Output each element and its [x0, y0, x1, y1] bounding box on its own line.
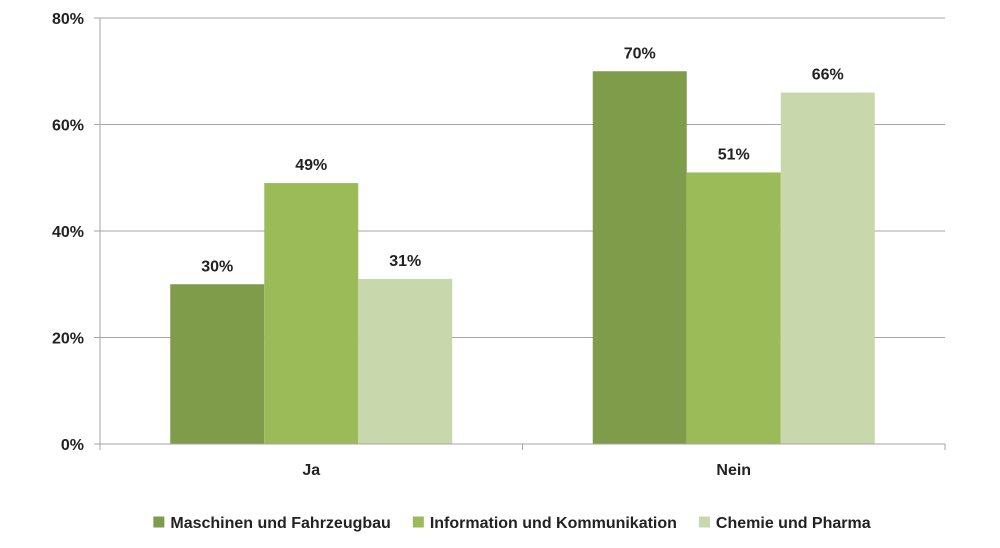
- y-tick-label: 20%: [52, 331, 84, 348]
- y-tick-label: 80%: [52, 11, 84, 28]
- data-label: 66%: [812, 67, 844, 84]
- data-label: 30%: [201, 258, 233, 275]
- data-label: 31%: [389, 253, 421, 270]
- bar: [358, 278, 453, 444]
- x-category-label: Nein: [716, 462, 751, 479]
- data-labels: 30% 49% 31% 70% 51% 66%: [201, 45, 844, 275]
- bars: [170, 71, 875, 445]
- legend-label: Chemie und Pharma: [716, 515, 871, 532]
- bar: [170, 284, 265, 444]
- axes: [99, 18, 946, 450]
- data-label: 49%: [295, 157, 327, 174]
- y-tick-label: 40%: [52, 224, 84, 241]
- y-tick-label: 60%: [52, 118, 84, 135]
- legend-label: Maschinen und Fahrzeugbau: [170, 515, 390, 532]
- x-axis-categories: Ja Nein: [302, 462, 751, 479]
- legend-label: Information und Kommunikation: [430, 515, 677, 532]
- bar: [686, 172, 781, 445]
- legend-swatch: [698, 516, 710, 528]
- bar: [264, 183, 359, 444]
- data-label: 51%: [718, 146, 750, 163]
- y-axis-ticks: 0% 20% 40% 60% 80%: [52, 11, 100, 454]
- legend: Maschinen und Fahrzeugbau Information und…: [153, 515, 871, 532]
- x-category-label: Ja: [302, 462, 320, 479]
- bar: [592, 71, 687, 444]
- data-label: 70%: [624, 45, 656, 62]
- legend-swatch: [153, 516, 165, 528]
- bar: [780, 92, 875, 445]
- legend-swatch: [412, 516, 424, 528]
- y-tick-label: 0%: [61, 437, 84, 454]
